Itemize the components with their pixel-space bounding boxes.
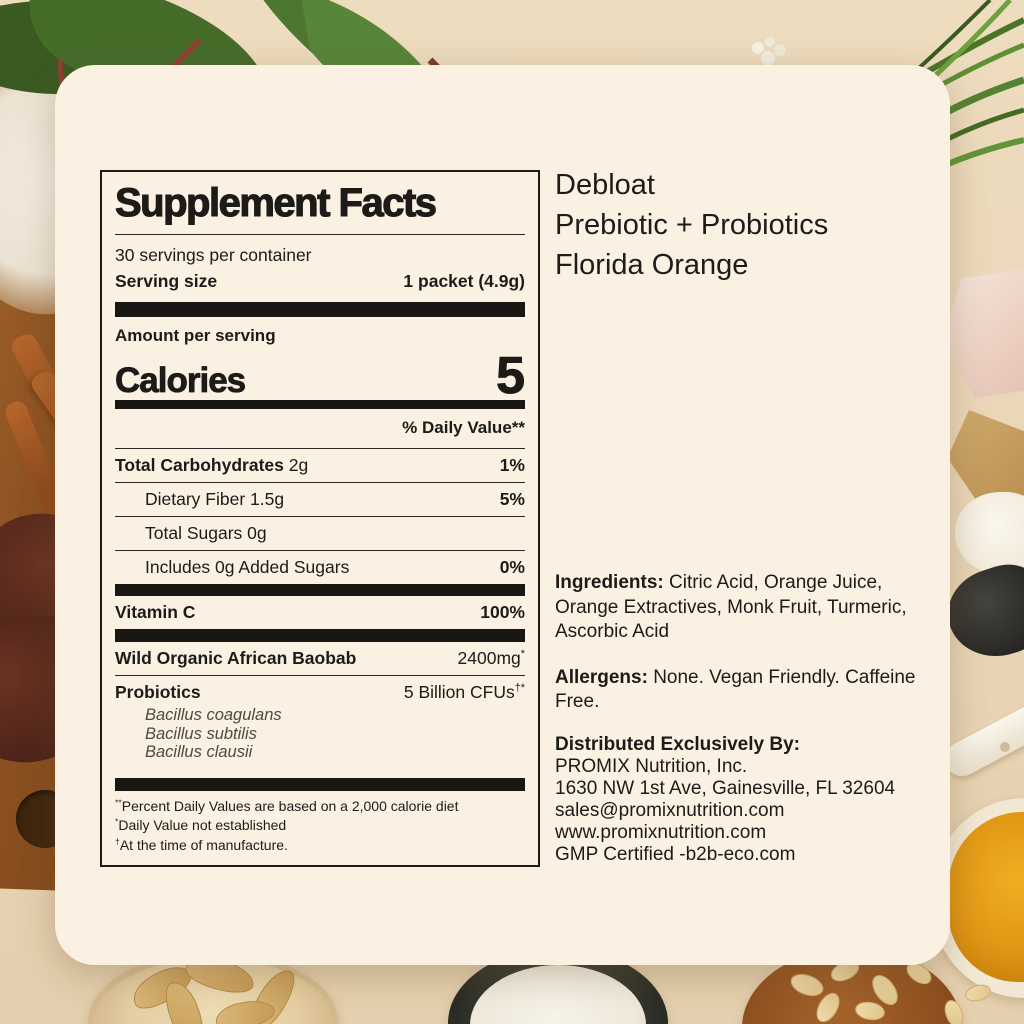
calories-value: 5 <box>496 346 526 405</box>
ceramic-spoon <box>939 695 1024 783</box>
allergens-text: None. Vegan Friendly. Caffeine Free. <box>555 666 916 713</box>
white-bulb <box>955 492 1024 574</box>
calories-label: Calories <box>115 361 247 400</box>
serving-size-value: 1 packet (4.9g) <box>403 271 525 291</box>
vitamin-c-row: Vitamin C 100% <box>115 596 525 629</box>
daily-value: 0% <box>499 557 525 577</box>
quartz-crystal <box>942 268 1024 398</box>
nutrient-name: Probiotics <box>115 682 201 702</box>
distributor-line: PROMIX Nutrition, Inc. <box>555 755 748 777</box>
distributor-line: sales@promixnutrition.com <box>555 799 785 821</box>
thick-bar <box>115 629 525 642</box>
footnote-line: †At the time of manufacture. <box>115 835 288 853</box>
nutrient-name: Total Sugars 0g <box>145 523 267 543</box>
probiotic-species-list: Bacillus coagulans Bacillus subtilis Bac… <box>115 706 525 770</box>
nutrient-name: Dietary Fiber 1.5g <box>145 489 285 509</box>
divider <box>115 516 525 517</box>
distributor-block: Distributed Exclusively By: PROMIX Nutri… <box>555 734 933 866</box>
servings-per-container: 30 servings per container <box>115 245 312 265</box>
ingredients-label: Ingredients: <box>555 572 664 593</box>
divider <box>115 234 525 235</box>
allergens-paragraph: Allergens: None. Vegan Friendly. Caffein… <box>555 666 933 715</box>
probiotics-row: Probiotics 5 Billion CFUs†* <box>115 676 525 706</box>
nutrient-row-added-sugars: Includes 0g Added Sugars 0% <box>115 551 525 584</box>
thick-bar <box>115 302 525 317</box>
daily-value-header: % Daily Value** <box>402 418 525 437</box>
amount-per-serving: Amount per serving <box>115 326 276 345</box>
thick-bar <box>115 777 525 791</box>
footnotes: **Percent Daily Values are based on a 2,… <box>115 791 525 856</box>
daily-value: 100% <box>480 602 525 622</box>
nutrient-row-sugars: Total Sugars 0g <box>115 517 525 550</box>
daily-value: 1% <box>499 455 525 475</box>
nutrient-row-fiber: Dietary Fiber 1.5g 5% <box>115 483 525 516</box>
species-item: Bacillus coagulans <box>145 706 282 724</box>
distributor-line: GMP Certified -b2b-eco.com <box>555 843 796 865</box>
nutrient-name: Total Carbohydrates 2g <box>115 455 309 475</box>
distributor-line: 1630 NW 1st Ave, Gainesville, FL 32604 <box>555 777 896 799</box>
ingredients-paragraph: Ingredients: Citric Acid, Orange Juice, … <box>555 571 933 645</box>
product-title: Debloat Prebiotic + Probiotics Florida O… <box>555 165 933 285</box>
supplement-facts-panel: Supplement Facts 30 servings per contain… <box>100 170 540 867</box>
product-info-column: Debloat Prebiotic + Probiotics Florida O… <box>555 165 933 866</box>
baobab-row: Wild Organic African Baobab 2400mg* <box>115 642 525 675</box>
supplement-facts-title: Supplement Facts <box>114 180 437 225</box>
product-title-line: Debloat <box>555 169 655 201</box>
nutrient-name: Vitamin C <box>115 602 196 622</box>
daily-value: 5% <box>499 489 525 509</box>
species-item: Bacillus subtilis <box>145 724 257 743</box>
ingredients-text: Citric Acid, Orange Juice, Orange Extrac… <box>555 572 907 642</box>
amount: 5 Billion CFUs†* <box>403 682 525 702</box>
nutrient-name: Wild Organic African Baobab <box>115 648 357 668</box>
divider <box>115 448 525 449</box>
medium-bar <box>115 400 525 409</box>
thick-bar <box>115 584 525 596</box>
footnote-marker: †* <box>514 682 525 695</box>
product-title-line: Florida Orange <box>555 249 749 281</box>
serving-size-row: Serving size 1 packet (4.9g) <box>115 266 525 302</box>
species-item: Bacillus clausii <box>145 743 253 761</box>
product-title-line: Prebiotic + Probiotics <box>555 209 829 241</box>
label-card: Supplement Facts 30 servings per contain… <box>55 65 950 965</box>
divider <box>115 550 525 551</box>
nutrient-row-carbohydrates: Total Carbohydrates 2g 1% <box>115 449 525 482</box>
calories-row: Calories 5 <box>115 346 526 405</box>
distributor-label: Distributed Exclusively By: <box>555 733 800 755</box>
distributor-line: www.promixnutrition.com <box>555 821 767 843</box>
nutrient-name: Includes 0g Added Sugars <box>145 557 350 577</box>
footnote-marker: * <box>520 648 525 661</box>
footnote-line: *Daily Value not established <box>115 816 287 833</box>
divider <box>115 675 525 676</box>
divider <box>115 482 525 483</box>
serving-size-label: Serving size <box>115 271 218 291</box>
allergens-label: Allergens: <box>555 666 648 688</box>
footnote-line: **Percent Daily Values are based on a 2,… <box>115 796 459 814</box>
amount: 2400mg* <box>457 648 525 668</box>
